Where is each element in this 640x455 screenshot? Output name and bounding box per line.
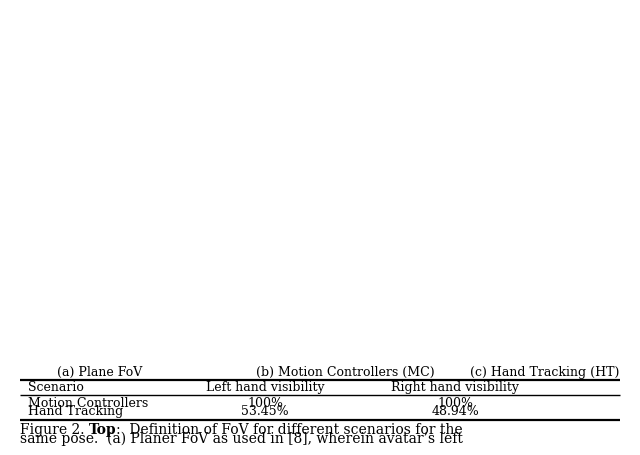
Text: 53.45%: 53.45%	[241, 405, 289, 418]
Text: 48.94%: 48.94%	[431, 405, 479, 418]
Text: 100%: 100%	[247, 397, 283, 410]
Text: Scenario: Scenario	[28, 381, 84, 394]
Text: (a) Plane FoV: (a) Plane FoV	[58, 366, 143, 379]
Text: (c) Hand Tracking (HT): (c) Hand Tracking (HT)	[470, 366, 620, 379]
Text: Left hand visibility: Left hand visibility	[205, 381, 324, 394]
Text: Figure 2.: Figure 2.	[20, 423, 89, 436]
Text: :  Definition of FoV for different scenarios for the: : Definition of FoV for different scenar…	[116, 423, 463, 436]
Text: Hand Tracking: Hand Tracking	[28, 405, 124, 418]
Text: Motion Controllers: Motion Controllers	[28, 397, 148, 410]
Text: Top: Top	[89, 423, 116, 436]
Text: 100%: 100%	[437, 397, 473, 410]
Text: Right hand visibility: Right hand visibility	[391, 381, 519, 394]
Text: same pose.  (a) Planer FoV as used in [8], wherein avatar’s left: same pose. (a) Planer FoV as used in [8]…	[20, 431, 463, 446]
Text: (b) Motion Controllers (MC): (b) Motion Controllers (MC)	[256, 366, 435, 379]
